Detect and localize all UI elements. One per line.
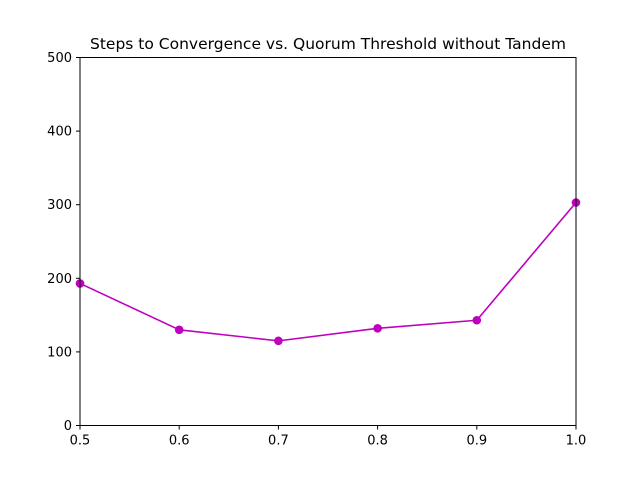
x-tick-label: 1.0: [566, 434, 587, 449]
y-tick-label: 400: [47, 125, 72, 140]
x-tick-label: 0.9: [466, 434, 487, 449]
plot-area: [75, 198, 581, 346]
y-tick-label: 300: [47, 198, 72, 213]
y-tick-label: 100: [47, 345, 72, 360]
chart-title: Steps to Convergence vs. Quorum Threshol…: [90, 35, 566, 53]
axes-frame: [79, 57, 577, 426]
x-axis: 0.5 0.6 0.7 0.8 0.9 1.0: [70, 425, 587, 449]
x-tick-label: 0.7: [268, 434, 289, 449]
y-tick-label: 500: [47, 51, 72, 66]
x-tick-label: 0.6: [169, 434, 190, 449]
series-line: [79, 201, 577, 342]
data-point: [174, 325, 184, 335]
data-point: [472, 315, 482, 325]
x-tick-label: 0.8: [367, 434, 388, 449]
data-point: [373, 324, 382, 333]
data-point: [274, 336, 283, 346]
y-tick-label: 0: [64, 419, 72, 434]
y-tick-label: 200: [47, 272, 72, 287]
y-axis: 0 100 200 300 400 500: [47, 51, 80, 434]
x-tick-label: 0.5: [70, 434, 91, 449]
